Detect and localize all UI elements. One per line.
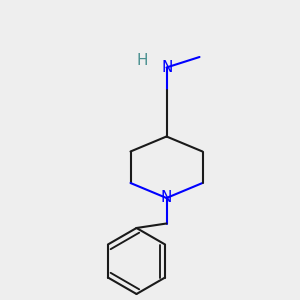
Text: H: H xyxy=(137,53,148,68)
Text: N: N xyxy=(161,190,172,206)
Text: N: N xyxy=(162,60,173,75)
